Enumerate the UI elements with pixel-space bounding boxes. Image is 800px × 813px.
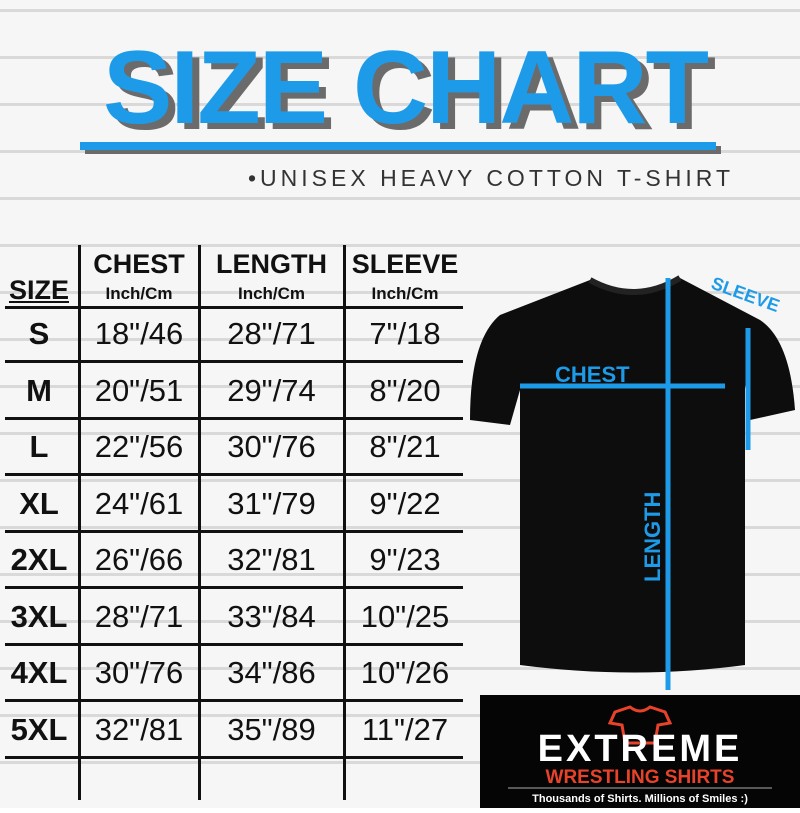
cell-size: 5XL (10, 711, 68, 747)
cell-size: 2XL (10, 542, 68, 577)
cell-chest: 32"/81 (94, 711, 184, 747)
cell-sleeve: 9"/22 (369, 485, 441, 521)
column-divider (78, 245, 81, 800)
title-underline (80, 142, 716, 150)
cell-length: 33"/84 (227, 598, 316, 634)
header-divider (5, 306, 463, 309)
cell-length: 34"/86 (227, 655, 316, 690)
cell-sleeve: 7"/18 (369, 316, 441, 351)
header-chest: CHEST (93, 249, 185, 279)
cell-length: 29"/74 (227, 372, 316, 408)
cell-sleeve: 10"/26 (360, 655, 450, 690)
header-sleeve-unit: Inch/Cm (371, 284, 439, 303)
cell-sleeve: 8"/21 (369, 429, 441, 464)
column-divider (343, 245, 346, 800)
title: SIZE CHART (103, 30, 709, 146)
header-length-unit: Inch/Cm (237, 284, 306, 303)
header-length: LENGTH (216, 249, 327, 279)
cell-length: 28"/71 (227, 316, 316, 351)
svg-text:WRESTLING SHIRTS: WRESTLING SHIRTS (546, 767, 735, 788)
row-divider (5, 586, 463, 589)
svg-text:Thousands of Shirts. Millions: Thousands of Shirts. Millions of Smiles … (532, 793, 748, 805)
chest-label: CHEST (555, 362, 630, 387)
row-divider (5, 473, 463, 476)
column-divider (198, 245, 201, 800)
svg-text:EXTREME: EXTREME (538, 728, 743, 770)
cell-sleeve: 11"/27 (361, 711, 449, 747)
tshirt-logo-icon (607, 705, 673, 745)
cell-size: 4XL (10, 655, 68, 690)
cell-size: M (26, 372, 52, 408)
subtitle: •UNISEX HEAVY COTTON T-SHIRT (248, 165, 734, 191)
cell-length: 35"/89 (227, 711, 316, 747)
brand-logo: EXTREME WRESTLING SHIRTS Thousands of Sh… (480, 695, 800, 808)
cell-size: S (28, 316, 50, 351)
cell-sleeve: 9"/23 (369, 542, 441, 577)
header-size: SIZE (8, 275, 69, 305)
cell-chest: 20"/51 (94, 372, 184, 408)
row-divider (5, 642, 463, 646)
cell-chest: 24"/61 (94, 485, 184, 521)
row-divider (5, 529, 463, 533)
tshirt-diagram: CHEST LENGTH SLEEVE (470, 273, 795, 690)
cell-sleeve: 10"/25 (360, 598, 450, 634)
cell-chest: 28"/71 (94, 598, 184, 634)
cell-chest: 26"/66 (94, 542, 184, 577)
cell-chest: 22"/56 (94, 429, 184, 464)
header-sleeve: SLEEVE (351, 249, 459, 279)
cell-length: 32"/81 (227, 542, 316, 577)
cell-sleeve: 8"/20 (369, 372, 441, 408)
cell-length: 30"/76 (227, 429, 316, 464)
row-divider (5, 360, 463, 363)
cell-size: XL (19, 485, 59, 521)
cell-chest: 18"/46 (94, 316, 184, 351)
length-label: LENGTH (640, 492, 665, 582)
row-divider (5, 755, 463, 759)
cell-chest: 30"/76 (94, 655, 184, 690)
cell-length: 31"/79 (227, 485, 316, 521)
cell-size: 3XL (10, 598, 68, 634)
header-chest-unit: Inch/Cm (105, 284, 173, 303)
tshirt-icon (470, 278, 795, 673)
row-divider (5, 416, 463, 420)
row-divider (5, 699, 463, 702)
cell-size: L (29, 429, 49, 464)
